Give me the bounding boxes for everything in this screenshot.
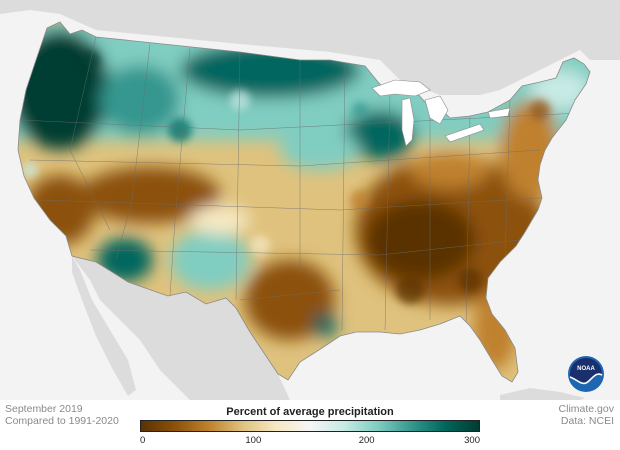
- speckle: [350, 190, 370, 210]
- caption-left: September 2019 Compared to 1991-2020: [5, 403, 119, 427]
- caption-credit: Climate.gov: [558, 403, 614, 415]
- noaa-logo-wave: [569, 373, 603, 385]
- noaa-logo: NOAA: [568, 356, 604, 392]
- speckle: [230, 90, 250, 110]
- lake-michigan: [401, 97, 415, 147]
- speckle: [80, 50, 100, 70]
- baja-land: [72, 256, 136, 396]
- caption-source: Data: NCEI: [560, 415, 614, 427]
- legend-tick-label: 0: [140, 435, 146, 446]
- caption-right: Climate.gov Data: NCEI: [559, 403, 614, 427]
- mid-atlantic-dry: [500, 100, 560, 200]
- nevada-utah-dry: [80, 167, 220, 223]
- neighbor-land: [0, 0, 620, 400]
- lake-huron: [424, 95, 449, 125]
- speckle: [458, 268, 482, 292]
- south-core-dry: [365, 200, 475, 280]
- speckle: [396, 276, 424, 304]
- cuba-land: [500, 388, 585, 400]
- plains-wet: [280, 130, 360, 170]
- minnesota-wet: [345, 110, 415, 160]
- speckle: [168, 118, 192, 142]
- lake-ontario: [487, 107, 511, 119]
- lake-erie: [444, 123, 485, 143]
- speckle: [250, 235, 270, 255]
- noaa-logo-top: [570, 358, 602, 384]
- idaho-wet: [100, 65, 180, 135]
- legend-tick-label: 200: [358, 435, 375, 446]
- speckle: [22, 162, 38, 178]
- noaa-logo-text: NOAA: [577, 366, 595, 372]
- state-boundaries: [19, 36, 590, 331]
- pnw-very-wet: [18, 30, 110, 150]
- canada-land: [0, 0, 620, 95]
- mexico-land: [72, 256, 290, 400]
- great-lakes: [371, 79, 511, 147]
- new-mexico-mixed: [170, 230, 250, 290]
- colorado-near-avg: [190, 205, 250, 235]
- texas-wet-spot: [313, 313, 337, 337]
- lake-superior: [371, 79, 431, 97]
- ohio-dry: [410, 152, 490, 188]
- florida-dry: [473, 290, 517, 370]
- footer: September 2019 Compared to 1991-2020 Per…: [0, 400, 620, 450]
- caption-baseline: Compared to 1991-2020: [5, 415, 119, 427]
- legend-title: Percent of average precipitation: [226, 406, 394, 418]
- precipitation-map: [0, 0, 620, 400]
- legend-colorbar: [140, 420, 480, 432]
- legend-tick-label: 300: [464, 435, 480, 446]
- speckle: [530, 100, 550, 120]
- legend-tick-label: 100: [245, 435, 262, 446]
- caption-date: September 2019: [5, 403, 83, 415]
- speckle: [352, 102, 368, 118]
- texas-dry: [245, 260, 335, 340]
